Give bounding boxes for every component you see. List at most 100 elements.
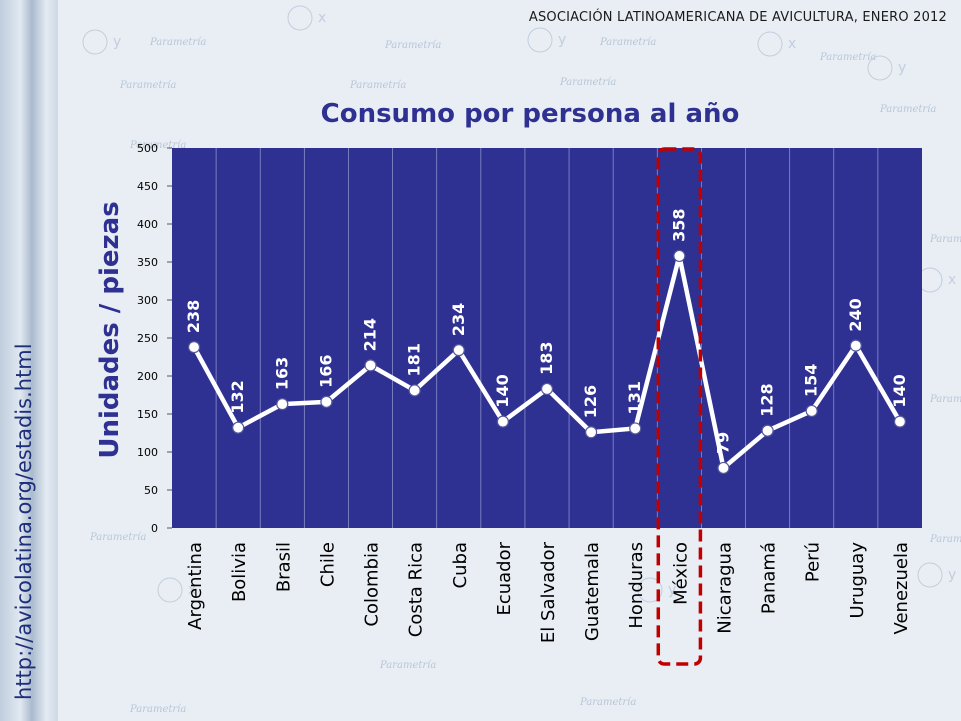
y-tick-label: 300 bbox=[137, 294, 158, 307]
svg-text:Parametría: Parametría bbox=[879, 104, 936, 115]
data-point bbox=[849, 339, 862, 352]
grid-lines bbox=[215, 148, 879, 528]
svg-text:Parametría: Parametría bbox=[929, 394, 961, 405]
x-tick-label: Venezuela bbox=[891, 542, 912, 634]
svg-text:Parametría: Parametría bbox=[819, 52, 876, 63]
svg-text:Parametría: Parametría bbox=[149, 37, 206, 48]
data-point bbox=[276, 398, 289, 411]
x-tick-label: Uruguay bbox=[847, 542, 868, 619]
y-tick-label: 150 bbox=[137, 408, 158, 421]
data-point bbox=[320, 395, 333, 408]
data-point bbox=[540, 382, 554, 396]
x-tick-label: Brasil bbox=[273, 542, 294, 592]
x-tick-label: El Salvador bbox=[538, 541, 559, 643]
y-tick-label: 250 bbox=[137, 332, 158, 345]
data-label: 131 bbox=[625, 381, 644, 414]
svg-text:Parametría: Parametría bbox=[129, 704, 186, 715]
y-tick-label: 0 bbox=[151, 522, 158, 535]
left-decorative-strip bbox=[0, 0, 58, 721]
data-point bbox=[408, 384, 421, 397]
svg-text:y: y bbox=[898, 60, 906, 76]
data-label: 181 bbox=[405, 343, 424, 376]
svg-text:Parametría: Parametría bbox=[559, 77, 616, 88]
data-label: 358 bbox=[669, 209, 688, 242]
data-point bbox=[805, 404, 818, 418]
x-axis-ticks: Argentina Bolivia Brasil Chile Colombia Costa… bbox=[185, 541, 912, 643]
y-axis-label: Unidades / piezas bbox=[95, 201, 125, 458]
source-note: ASOCIACIÓN LATINOAMERICANA DE AVICULTURA… bbox=[528, 10, 947, 25]
data-label: 214 bbox=[361, 318, 380, 351]
svg-text:x: x bbox=[788, 36, 796, 52]
data-point bbox=[893, 415, 907, 428]
svg-text:Parametría: Parametría bbox=[119, 80, 176, 91]
x-tick-label: Bolivia bbox=[229, 542, 250, 602]
svg-text:Parametría: Parametría bbox=[129, 140, 186, 151]
svg-text:Parametría: Parametría bbox=[379, 660, 436, 671]
y-tick-label: 200 bbox=[137, 370, 158, 383]
data-label: 234 bbox=[449, 303, 468, 336]
svg-text:Parametría: Parametría bbox=[929, 534, 961, 545]
y-tick-label: 350 bbox=[137, 256, 158, 269]
svg-text:Parametría: Parametría bbox=[929, 234, 961, 245]
chart-title: Consumo por persona al año bbox=[321, 99, 740, 129]
x-tick-label: Colombia bbox=[362, 542, 383, 627]
data-point bbox=[364, 359, 377, 372]
data-label: 126 bbox=[581, 385, 600, 418]
x-tick-label: Panamá bbox=[759, 542, 780, 614]
highlight-box bbox=[656, 147, 703, 666]
x-tick-label: Nicaragua bbox=[714, 542, 735, 634]
x-tick-label: Argentina bbox=[185, 542, 206, 630]
x-tick-label: México bbox=[670, 542, 691, 605]
plot-area bbox=[172, 148, 922, 528]
svg-text:y: y bbox=[668, 582, 676, 598]
svg-text:y: y bbox=[558, 32, 566, 48]
x-tick-label: Ecuador bbox=[494, 541, 515, 615]
svg-text:Parametría: Parametría bbox=[89, 532, 146, 543]
y-tick-label: 450 bbox=[137, 180, 158, 193]
x-tick-label: Perú bbox=[803, 542, 824, 582]
svg-text:Parametría: Parametría bbox=[579, 697, 636, 708]
data-label: 128 bbox=[758, 383, 777, 416]
data-label: 163 bbox=[272, 357, 291, 390]
x-tick-label: Guatemala bbox=[582, 542, 603, 641]
data-point bbox=[452, 344, 465, 357]
data-point bbox=[585, 426, 598, 439]
x-tick-label: Chile bbox=[317, 542, 338, 587]
x-tick-label: Costa Rica bbox=[406, 542, 427, 637]
svg-text:Parametría: Parametría bbox=[384, 40, 441, 51]
data-point bbox=[232, 421, 245, 434]
svg-text:y: y bbox=[948, 567, 956, 583]
svg-text:Parametría: Parametría bbox=[349, 80, 406, 91]
x-tick-label: Cuba bbox=[450, 542, 471, 588]
data-point bbox=[496, 415, 509, 428]
mexico-highlight bbox=[656, 147, 703, 666]
svg-text:x: x bbox=[318, 10, 326, 26]
data-label: 140 bbox=[493, 374, 512, 407]
data-point bbox=[717, 461, 730, 475]
svg-text:Parametría: Parametría bbox=[599, 37, 656, 48]
y-tick-label: 100 bbox=[137, 446, 158, 459]
data-point bbox=[629, 422, 642, 435]
svg-text:x: x bbox=[188, 582, 196, 598]
y-axis-ticks: 0 50 100 150 200 250 300 350 400 450 500 bbox=[137, 142, 172, 535]
svg-text:y: y bbox=[113, 34, 121, 50]
svg-text:x: x bbox=[948, 272, 956, 288]
data-label: 154 bbox=[802, 364, 821, 397]
data-label: 79 bbox=[713, 432, 732, 454]
y-tick-label: 50 bbox=[144, 484, 158, 497]
data-label: 140 bbox=[890, 374, 909, 407]
data-label: 132 bbox=[228, 380, 247, 413]
data-point bbox=[673, 249, 686, 263]
data-point bbox=[187, 341, 201, 354]
y-tick-label: 500 bbox=[137, 142, 158, 155]
data-label: 166 bbox=[316, 354, 335, 387]
series-consumption: 238 132 163 166 214 181 234 140 183 126 131 358 79 12… bbox=[184, 209, 909, 475]
data-point bbox=[761, 424, 774, 437]
x-tick-label: Honduras bbox=[626, 542, 647, 629]
data-label: 238 bbox=[184, 300, 203, 333]
data-label: 183 bbox=[537, 342, 556, 375]
data-label: 240 bbox=[846, 298, 865, 331]
y-tick-label: 400 bbox=[137, 218, 158, 231]
